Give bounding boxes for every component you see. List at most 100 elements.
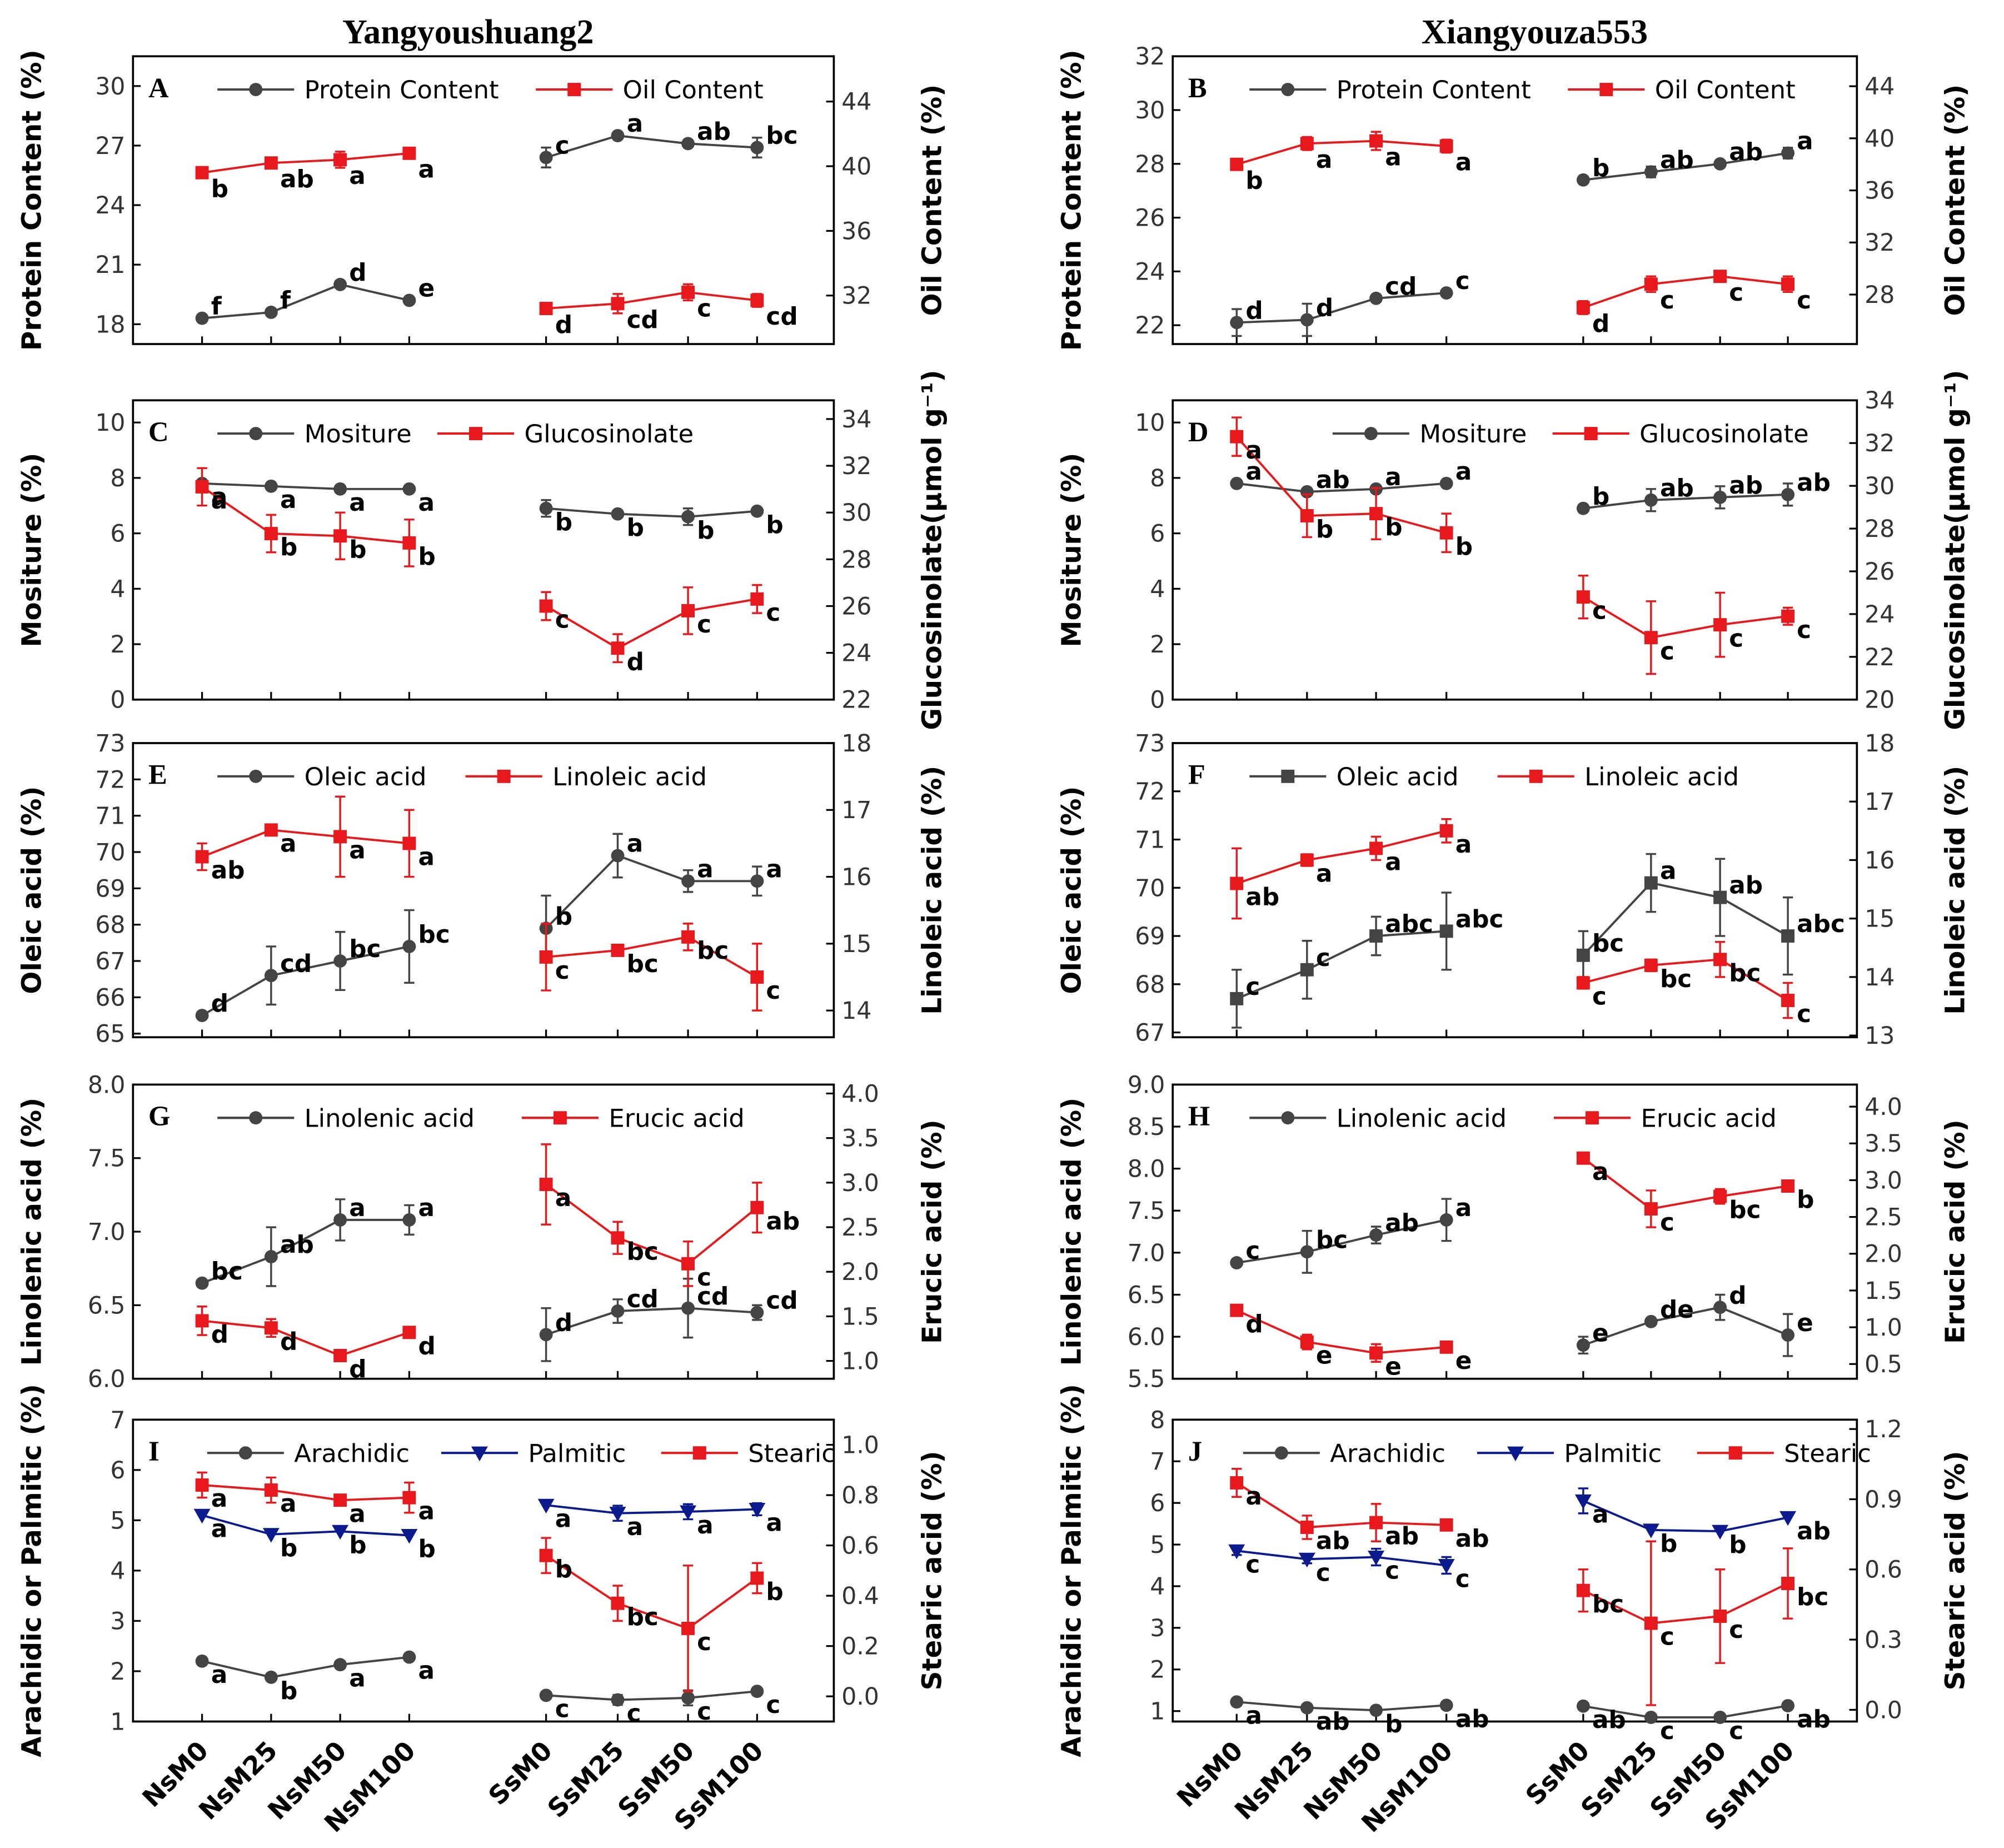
legend-marker xyxy=(553,1111,567,1125)
data-point xyxy=(264,527,278,541)
series-line xyxy=(1236,1482,1447,1528)
significance-letter: cd xyxy=(627,1285,659,1313)
right-tick-label: 1.2 xyxy=(1865,1416,1902,1443)
left-tick-label: 8.0 xyxy=(88,1071,126,1099)
legend-marker xyxy=(1274,1446,1288,1460)
data-point xyxy=(1439,476,1453,490)
right-axis-label: Linoleic acid (%) xyxy=(917,766,948,1015)
data-point xyxy=(402,293,416,307)
significance-letter: c xyxy=(1316,944,1330,972)
data-point xyxy=(1781,929,1795,943)
significance-letter: abc xyxy=(1455,905,1504,933)
legend-entry: Stearic xyxy=(748,1438,835,1468)
data-point xyxy=(195,1314,209,1328)
significance-letter: a xyxy=(349,162,366,190)
data-point xyxy=(402,536,416,550)
data-point xyxy=(539,1178,553,1192)
significance-letter: abc xyxy=(1385,910,1433,938)
significance-letter: a xyxy=(349,489,366,517)
plot-frame xyxy=(132,742,835,1039)
series-line xyxy=(1237,1701,1447,1712)
data-point xyxy=(539,501,553,515)
significance-letter: ab xyxy=(1316,466,1350,494)
data-point xyxy=(750,1306,764,1319)
data-point xyxy=(1439,526,1453,540)
significance-letter: a xyxy=(418,156,435,184)
left-tick-label: 30 xyxy=(95,73,125,101)
right-axis-label: Linoleic acid (%) xyxy=(1940,766,1971,1015)
significance-letter: a xyxy=(211,1515,228,1543)
series-line xyxy=(1237,482,1447,493)
left-tick-label: 8.5 xyxy=(1128,1113,1165,1141)
significance-letter: ab xyxy=(1592,1706,1626,1734)
significance-letter: bc xyxy=(766,122,797,150)
legend-marker xyxy=(469,427,483,441)
data-point xyxy=(750,1571,764,1585)
panel-label: E xyxy=(148,759,167,790)
data-point xyxy=(750,592,764,606)
significance-letter: ab xyxy=(1385,1209,1419,1237)
significance-letter: bc xyxy=(1797,1583,1828,1611)
significance-letter: a xyxy=(1245,1482,1262,1511)
series-line xyxy=(1235,436,1447,534)
significance-letter: cd xyxy=(627,306,659,334)
significance-letter: b xyxy=(627,514,644,542)
series-palmitic: c c c cab b ab xyxy=(1228,1487,1831,1593)
left-tick-label: 73 xyxy=(1135,730,1165,758)
left-axis-label: Protein Content (%) xyxy=(17,49,48,351)
significance-letter: c xyxy=(697,1263,711,1292)
data-point xyxy=(1576,976,1590,990)
significance-letter: b xyxy=(1592,154,1609,182)
data-point xyxy=(1230,1256,1244,1269)
data-point xyxy=(681,1257,695,1271)
right-tick-label: 44 xyxy=(1865,73,1895,101)
significance-letter: c xyxy=(697,1628,711,1656)
significance-letter: ab xyxy=(1245,883,1279,911)
data-point xyxy=(1369,1228,1383,1242)
data-point xyxy=(402,939,416,953)
significance-letter: ab xyxy=(1316,1527,1350,1555)
significance-letter: c xyxy=(1729,278,1743,307)
significance-letter: e xyxy=(1797,1309,1813,1337)
legend: Protein Content Oil Content xyxy=(217,75,764,104)
right-tick-label: 32 xyxy=(841,452,871,480)
significance-letter: a xyxy=(211,486,228,515)
left-axis-label: Linolenic acid (%) xyxy=(17,1098,48,1366)
data-point xyxy=(264,479,278,493)
significance-letter: c xyxy=(1455,267,1470,295)
right-tick-label: 32 xyxy=(1865,229,1895,257)
left-tick-label: 1 xyxy=(110,1708,125,1736)
right-tick-label: 17 xyxy=(1865,788,1895,816)
data-point xyxy=(1576,1151,1590,1165)
significance-letter: c xyxy=(1455,1565,1470,1593)
legend-marker xyxy=(238,1446,252,1460)
significance-letter: c xyxy=(1797,1000,1811,1028)
significance-letter: a xyxy=(1316,860,1333,888)
data-point xyxy=(195,166,209,180)
data-point xyxy=(1439,1518,1453,1532)
significance-letter: d xyxy=(555,1308,572,1337)
significance-letter: b xyxy=(1455,532,1473,561)
left-tick-label: 6.5 xyxy=(88,1292,126,1319)
data-point xyxy=(1230,1303,1244,1317)
right-tick-label: 0.8 xyxy=(841,1482,879,1510)
right-tick-label: 34 xyxy=(1865,387,1895,415)
right-tick-label: 15 xyxy=(1865,905,1895,933)
legend-marker xyxy=(567,83,581,97)
left-tick-label: 1 xyxy=(1150,1698,1165,1726)
data-point xyxy=(264,156,278,170)
right-tick-label: 4.0 xyxy=(1865,1093,1902,1121)
data-point xyxy=(1713,953,1727,967)
significance-letter: ab xyxy=(280,165,314,193)
right-tick-label: 28 xyxy=(841,546,871,574)
left-tick-label: 73 xyxy=(95,730,125,758)
right-tick-label: 3.0 xyxy=(841,1169,879,1197)
series-line xyxy=(546,507,757,518)
significance-letter: c xyxy=(1245,1550,1260,1578)
data-point xyxy=(1300,1335,1314,1349)
significance-letter: c xyxy=(1797,286,1811,315)
data-point xyxy=(195,311,209,325)
significance-letter: a xyxy=(766,855,782,883)
